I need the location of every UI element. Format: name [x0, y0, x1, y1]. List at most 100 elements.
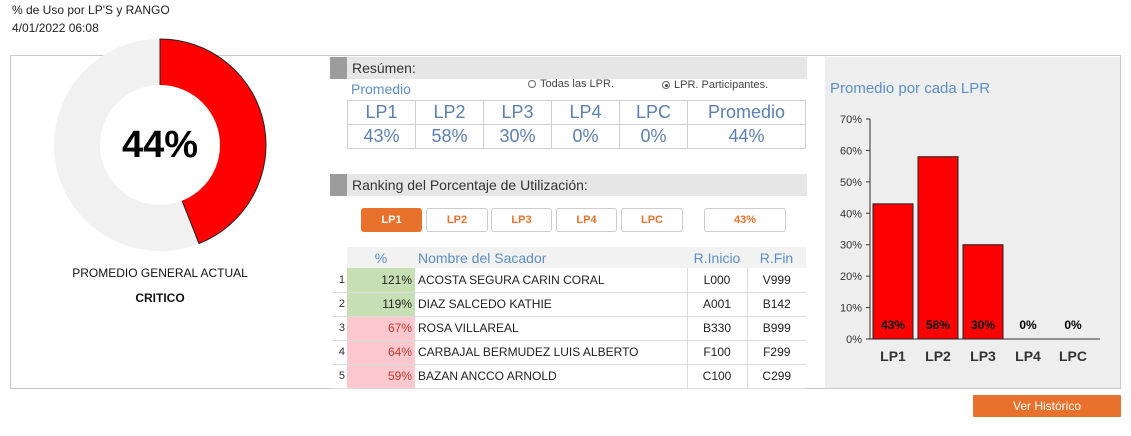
overall-donut-chart: 44% [45, 30, 275, 260]
section-marker [330, 174, 347, 196]
bar [917, 156, 959, 340]
table-row[interactable]: 1 121% ACOSTA SEGURA CARIN CORAL L000 V9… [333, 268, 806, 293]
ranking-section-bar: Ranking del Porcentaje de Utilización: [330, 174, 807, 196]
y-tick-label: 40% [840, 208, 862, 220]
ranking-header-row: % Nombre del Sacador R.Inicio R.Fin [333, 247, 806, 268]
table-row[interactable]: 4 64% CARBAJAL BERMUDEZ LUIS ALBERTO F10… [333, 340, 806, 365]
summary-subtitle: Promedio [351, 81, 411, 97]
summary-header-cell: LP2 [415, 100, 484, 125]
summary-header-cell: LP1 [347, 100, 416, 125]
x-tick-label: LPC [1059, 348, 1087, 364]
y-tick-label: 0% [846, 334, 862, 346]
table-row[interactable]: 3 67% ROSA VILLAREAL B330 B999 [333, 316, 806, 341]
view-history-button[interactable]: Ver Histórico [973, 395, 1121, 417]
ranking-header-blank [333, 247, 347, 268]
data-label: 43% [881, 318, 905, 332]
summary-header-cell: LP4 [551, 100, 620, 125]
x-tick-label: LP3 [970, 348, 996, 364]
summary-value-cell: 0% [619, 124, 688, 149]
report-datetime: 4/01/2022 06:08 [12, 21, 99, 35]
tab-lp4[interactable]: LP4 [556, 208, 617, 232]
summary-header-cell: LPC [619, 100, 688, 125]
row-inicio: F100 [686, 340, 747, 365]
overall-percent: 44% [121, 123, 199, 166]
overall-label: PROMEDIO GENERAL ACTUAL [72, 266, 248, 280]
tab-lp1[interactable]: LP1 [361, 208, 422, 232]
x-tick-label: LP1 [880, 348, 906, 364]
row-percent: 59% [347, 364, 415, 389]
radio-all-label: Todas las LPR. [540, 78, 614, 90]
row-fin: F299 [746, 340, 806, 365]
data-label: 58% [926, 318, 950, 332]
summary-table: LP1 LP2 LP3 LP4 LPC Promedio 43% 58% 30%… [347, 100, 806, 149]
row-percent: 121% [347, 268, 415, 293]
donut-svg [53, 38, 267, 251]
ranking-table: % Nombre del Sacador R.Inicio R.Fin 1 12… [333, 247, 806, 389]
tab-lpc[interactable]: LPC [621, 208, 683, 232]
row-fin: B142 [746, 292, 806, 317]
data-label: 0% [1064, 318, 1082, 332]
ranking-section-label: Ranking del Porcentaje de Utilización: [352, 177, 588, 193]
ranking-body: 1 121% ACOSTA SEGURA CARIN CORAL L000 V9… [333, 268, 806, 389]
summary-header-row: LP1 LP2 LP3 LP4 LPC Promedio [347, 100, 806, 125]
summary-section-label: Resúmen: [352, 60, 416, 76]
chart-title: Promedio por cada LPR [830, 80, 991, 97]
lpr-bar-chart: 0% 10% 20% 30% 40% 50% 60% 70% 43% LP1 58% LP2 30% LP… [840, 114, 1100, 364]
bar [962, 244, 1004, 340]
radio-all-dot[interactable] [528, 80, 536, 88]
summary-value-row: 43% 58% 30% 0% 0% 44% [347, 124, 806, 149]
x-tick-label: LP2 [925, 348, 951, 364]
row-index: 2 [333, 292, 347, 317]
row-name: ROSA VILLAREAL [415, 316, 687, 341]
summary-value-cell: 44% [687, 124, 806, 149]
row-inicio: B330 [686, 316, 747, 341]
y-tick-label: 20% [840, 271, 862, 283]
summary-value-cell: 58% [415, 124, 484, 149]
row-name: DIAZ SALCEDO KATHIE [415, 292, 687, 317]
row-percent: 67% [347, 316, 415, 341]
row-index: 5 [333, 364, 347, 389]
row-name: ACOSTA SEGURA CARIN CORAL [415, 268, 687, 293]
y-tick-label: 70% [840, 114, 862, 126]
y-tick-label: 30% [840, 240, 862, 252]
row-inicio: C100 [686, 364, 747, 389]
row-fin: V999 [746, 268, 806, 293]
report-title: % de Uso por LP'S y RANGO [12, 3, 170, 17]
summary-header-cell: Promedio [687, 100, 806, 125]
bar [872, 203, 914, 340]
col-percent: % [347, 247, 415, 268]
summary-section-bar: Resúmen: [330, 57, 807, 79]
data-label: 0% [1019, 318, 1037, 332]
radio-participants-lpr[interactable]: LPR. Participantes. [662, 79, 768, 91]
tab-lp2[interactable]: LP2 [426, 208, 488, 232]
row-fin: C299 [746, 364, 806, 389]
summary-value-cell: 43% [347, 124, 416, 149]
lpr-chart-panel: Promedio por cada LPR 0% 10% 20% 30% 40% 50% 6… [825, 57, 1120, 388]
row-percent: 64% [347, 340, 415, 365]
ranking-average-box: 43% [704, 208, 786, 232]
row-name: BAZAN ANCCO ARNOLD [415, 364, 687, 389]
section-marker [330, 57, 347, 79]
col-fin: R.Fin [747, 247, 806, 268]
summary-value-cell: 0% [551, 124, 620, 149]
radio-participants-label: LPR. Participantes. [674, 79, 769, 91]
y-tick-label: 50% [840, 177, 862, 189]
table-row[interactable]: 2 119% DIAZ SALCEDO KATHIE A001 B142 [333, 292, 806, 317]
row-index: 3 [333, 316, 347, 341]
row-percent: 119% [347, 292, 415, 317]
radio-all-lpr[interactable]: Todas las LPR. [528, 78, 614, 90]
tab-lp3[interactable]: LP3 [491, 208, 552, 232]
overall-status: CRITICO [135, 291, 185, 305]
data-label: 30% [971, 318, 995, 332]
summary-header-cell: LP3 [483, 100, 552, 125]
y-tick-label: 60% [840, 145, 862, 157]
row-index: 1 [333, 268, 347, 293]
x-tick-label: LP4 [1015, 348, 1041, 364]
donut-hole [100, 85, 220, 205]
row-inicio: L000 [686, 268, 747, 293]
table-row[interactable]: 5 59% BAZAN ANCCO ARNOLD C100 C299 [333, 364, 806, 389]
row-fin: B999 [746, 316, 806, 341]
y-tick-label: 10% [840, 303, 862, 315]
summary-value-cell: 30% [483, 124, 552, 149]
radio-participants-dot[interactable] [662, 81, 670, 89]
